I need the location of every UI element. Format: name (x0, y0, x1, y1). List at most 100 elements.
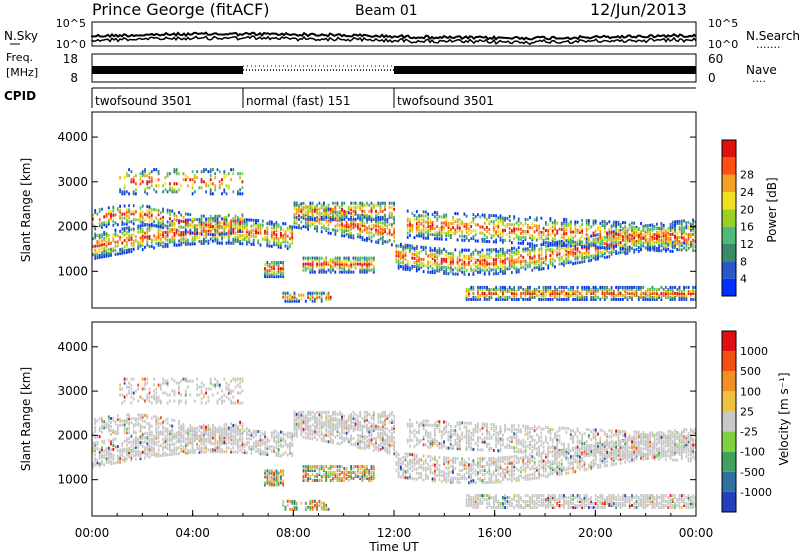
range-gate-cell (464, 255, 466, 258)
range-gate-cell (674, 296, 676, 299)
range-gate-cell (482, 286, 484, 289)
range-gate-cell (461, 267, 463, 270)
range-gate-cell (153, 384, 155, 387)
range-gate-cell (491, 220, 493, 223)
range-gate-cell (652, 296, 654, 299)
range-gate-cell (228, 222, 230, 225)
range-gate-cell (339, 257, 341, 260)
range-gate-cell (482, 238, 484, 241)
range-gate-cell (654, 227, 656, 230)
range-gate-cell (210, 233, 212, 236)
range-gate-cell (484, 286, 486, 289)
range-gate-cell (278, 238, 280, 241)
range-gate-cell (595, 294, 597, 297)
range-gate-cell (366, 227, 368, 230)
range-gate-cell (124, 396, 126, 399)
range-gate-cell (201, 431, 203, 434)
range-gate-cell (541, 298, 543, 301)
range-gate-cell (652, 233, 654, 236)
range-gate-cell (423, 258, 425, 261)
range-gate-cell (495, 230, 497, 233)
range-gate-cell (380, 225, 382, 228)
range-gate-cell (692, 243, 694, 246)
range-gate-cell (298, 294, 300, 297)
range-gate-cell (538, 254, 540, 257)
range-gate-cell (613, 221, 615, 224)
range-gate-cell (296, 298, 298, 301)
range-gate-cell (667, 248, 669, 251)
colorbar-tick-label: 20 (740, 203, 754, 216)
range-gate-cell (246, 241, 248, 244)
range-gate-cell (552, 237, 554, 240)
range-gate-cell (244, 218, 246, 221)
range-gate-cell (346, 212, 348, 215)
range-gate-cell (226, 174, 228, 177)
range-gate-cell (208, 400, 210, 403)
range-gate-cell (647, 288, 649, 291)
range-gate-cell (137, 417, 139, 420)
range-gate-cell (448, 222, 450, 225)
range-gate-cell (126, 218, 128, 221)
range-gate-cell (450, 222, 452, 225)
range-gate-cell (167, 453, 169, 456)
range-gate-cell (321, 263, 323, 266)
range-gate-cell (416, 216, 418, 219)
range-gate-cell (491, 288, 493, 291)
range-gate-cell (384, 228, 386, 231)
range-gate-cell (115, 446, 117, 449)
range-gate-cell (140, 207, 142, 210)
range-gate-cell (192, 178, 194, 181)
range-gate-cell (334, 225, 336, 228)
range-gate-cell (534, 218, 536, 221)
range-gate-cell (620, 231, 622, 234)
range-gate-cell (149, 186, 151, 189)
range-gate-cell (672, 226, 674, 229)
range-gate-cell (457, 273, 459, 276)
range-gate-cell (219, 221, 221, 224)
range-gate-cell (144, 236, 146, 239)
range-gate-cell (316, 219, 318, 222)
freq-trace (92, 66, 696, 74)
range-gate-cell (676, 248, 678, 251)
range-gate-cell (128, 220, 130, 223)
range-gate-cell (538, 286, 540, 289)
range-gate-cell (416, 259, 418, 262)
range-gate-cell (672, 250, 674, 253)
range-gate-cell (407, 218, 409, 221)
range-gate-cell (529, 286, 531, 289)
range-gate-cell (144, 440, 146, 443)
range-gate-cell (366, 218, 368, 221)
range-gate-cell (416, 245, 418, 248)
range-gate-cell (180, 220, 182, 223)
range-gate-cell (99, 417, 101, 420)
range-gate-cell (144, 436, 146, 439)
range-gate-cell (386, 224, 388, 227)
range-gate-cell (500, 237, 502, 240)
range-gate-cell (554, 259, 556, 262)
range-gate-cell (420, 218, 422, 221)
range-gate-cell (586, 296, 588, 299)
range-gate-cell (409, 266, 411, 269)
range-gate-cell (151, 239, 153, 242)
range-gate-cell (167, 190, 169, 193)
range-gate-cell (615, 221, 617, 224)
range-gate-cell (348, 233, 350, 236)
range-gate-cell (685, 294, 687, 297)
range-gate-cell (117, 418, 119, 421)
range-gate-cell (545, 229, 547, 232)
range-gate-cell (520, 228, 522, 231)
range-gate-cell (357, 263, 359, 266)
range-gate-cell (359, 263, 361, 266)
range-gate-cell (520, 236, 522, 239)
range-gate-cell (144, 382, 146, 385)
range-gate-cell (339, 271, 341, 274)
range-gate-cell (683, 286, 685, 289)
range-gate-cell (208, 170, 210, 173)
range-gate-cell (126, 386, 128, 389)
range-gate-cell (629, 223, 631, 226)
range-gate-cell (307, 292, 309, 295)
range-gate-cell (676, 232, 678, 235)
range-gate-cell (595, 238, 597, 241)
range-gate-cell (597, 246, 599, 249)
range-gate-cell (488, 263, 490, 266)
